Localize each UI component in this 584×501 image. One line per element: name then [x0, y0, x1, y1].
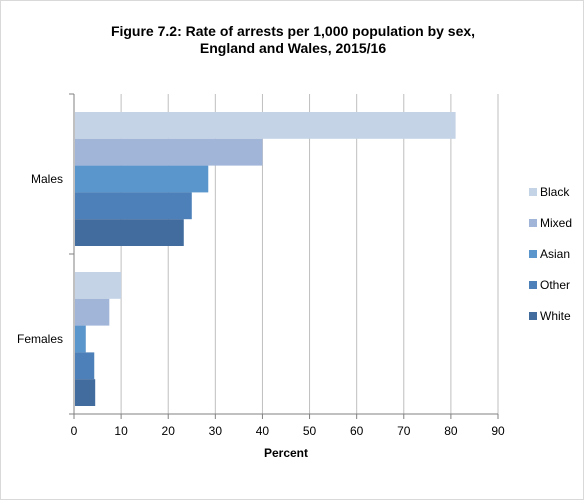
- legend-label: Black: [540, 185, 570, 199]
- y-tick-label: Females: [17, 332, 63, 346]
- x-tick-label: 80: [444, 424, 458, 438]
- legend-swatch: [529, 188, 537, 196]
- bar-white-males: [75, 219, 184, 246]
- legend-swatch: [529, 281, 537, 289]
- x-tick-label: 40: [256, 424, 270, 438]
- x-tick-label: 10: [114, 424, 128, 438]
- x-tick-label: 50: [303, 424, 317, 438]
- bar-asian-males: [75, 165, 209, 193]
- legend-label: Asian: [540, 247, 570, 261]
- legend: Black Mixed Asian Other White: [529, 185, 572, 323]
- legend-swatch: [529, 219, 537, 227]
- bar-other-males: [75, 192, 192, 220]
- chart-title-line-2: England and Wales, 2015/16: [200, 40, 386, 56]
- bar-mixed-females: [75, 298, 110, 326]
- legend-label: White: [540, 309, 571, 323]
- bar-asian-females: [75, 325, 86, 353]
- bar-black-females: [75, 272, 122, 299]
- x-tick-label: 20: [162, 424, 176, 438]
- x-axis-title: Percent: [264, 446, 308, 460]
- x-tick-label: 0: [71, 424, 78, 438]
- legend-swatch: [529, 312, 537, 320]
- axes: 0 10 20 30 40 50 60 70 80 90 Males Females: [17, 93, 505, 438]
- x-tick-label: 30: [209, 424, 223, 438]
- legend-label: Mixed: [540, 216, 572, 230]
- bars: [75, 112, 456, 406]
- y-tick-label: Males: [31, 172, 63, 186]
- bar-black-males: [75, 112, 456, 139]
- bar-other-females: [75, 352, 95, 380]
- bar-white-females: [75, 379, 96, 406]
- x-tick-label: 90: [491, 424, 505, 438]
- legend-swatch: [529, 250, 537, 258]
- bar-mixed-males: [75, 138, 263, 166]
- x-tick-label: 70: [397, 424, 411, 438]
- x-tick-label: 60: [350, 424, 364, 438]
- legend-label: Other: [540, 278, 570, 292]
- chart-title-line-1: Figure 7.2: Rate of arrests per 1,000 po…: [111, 23, 475, 39]
